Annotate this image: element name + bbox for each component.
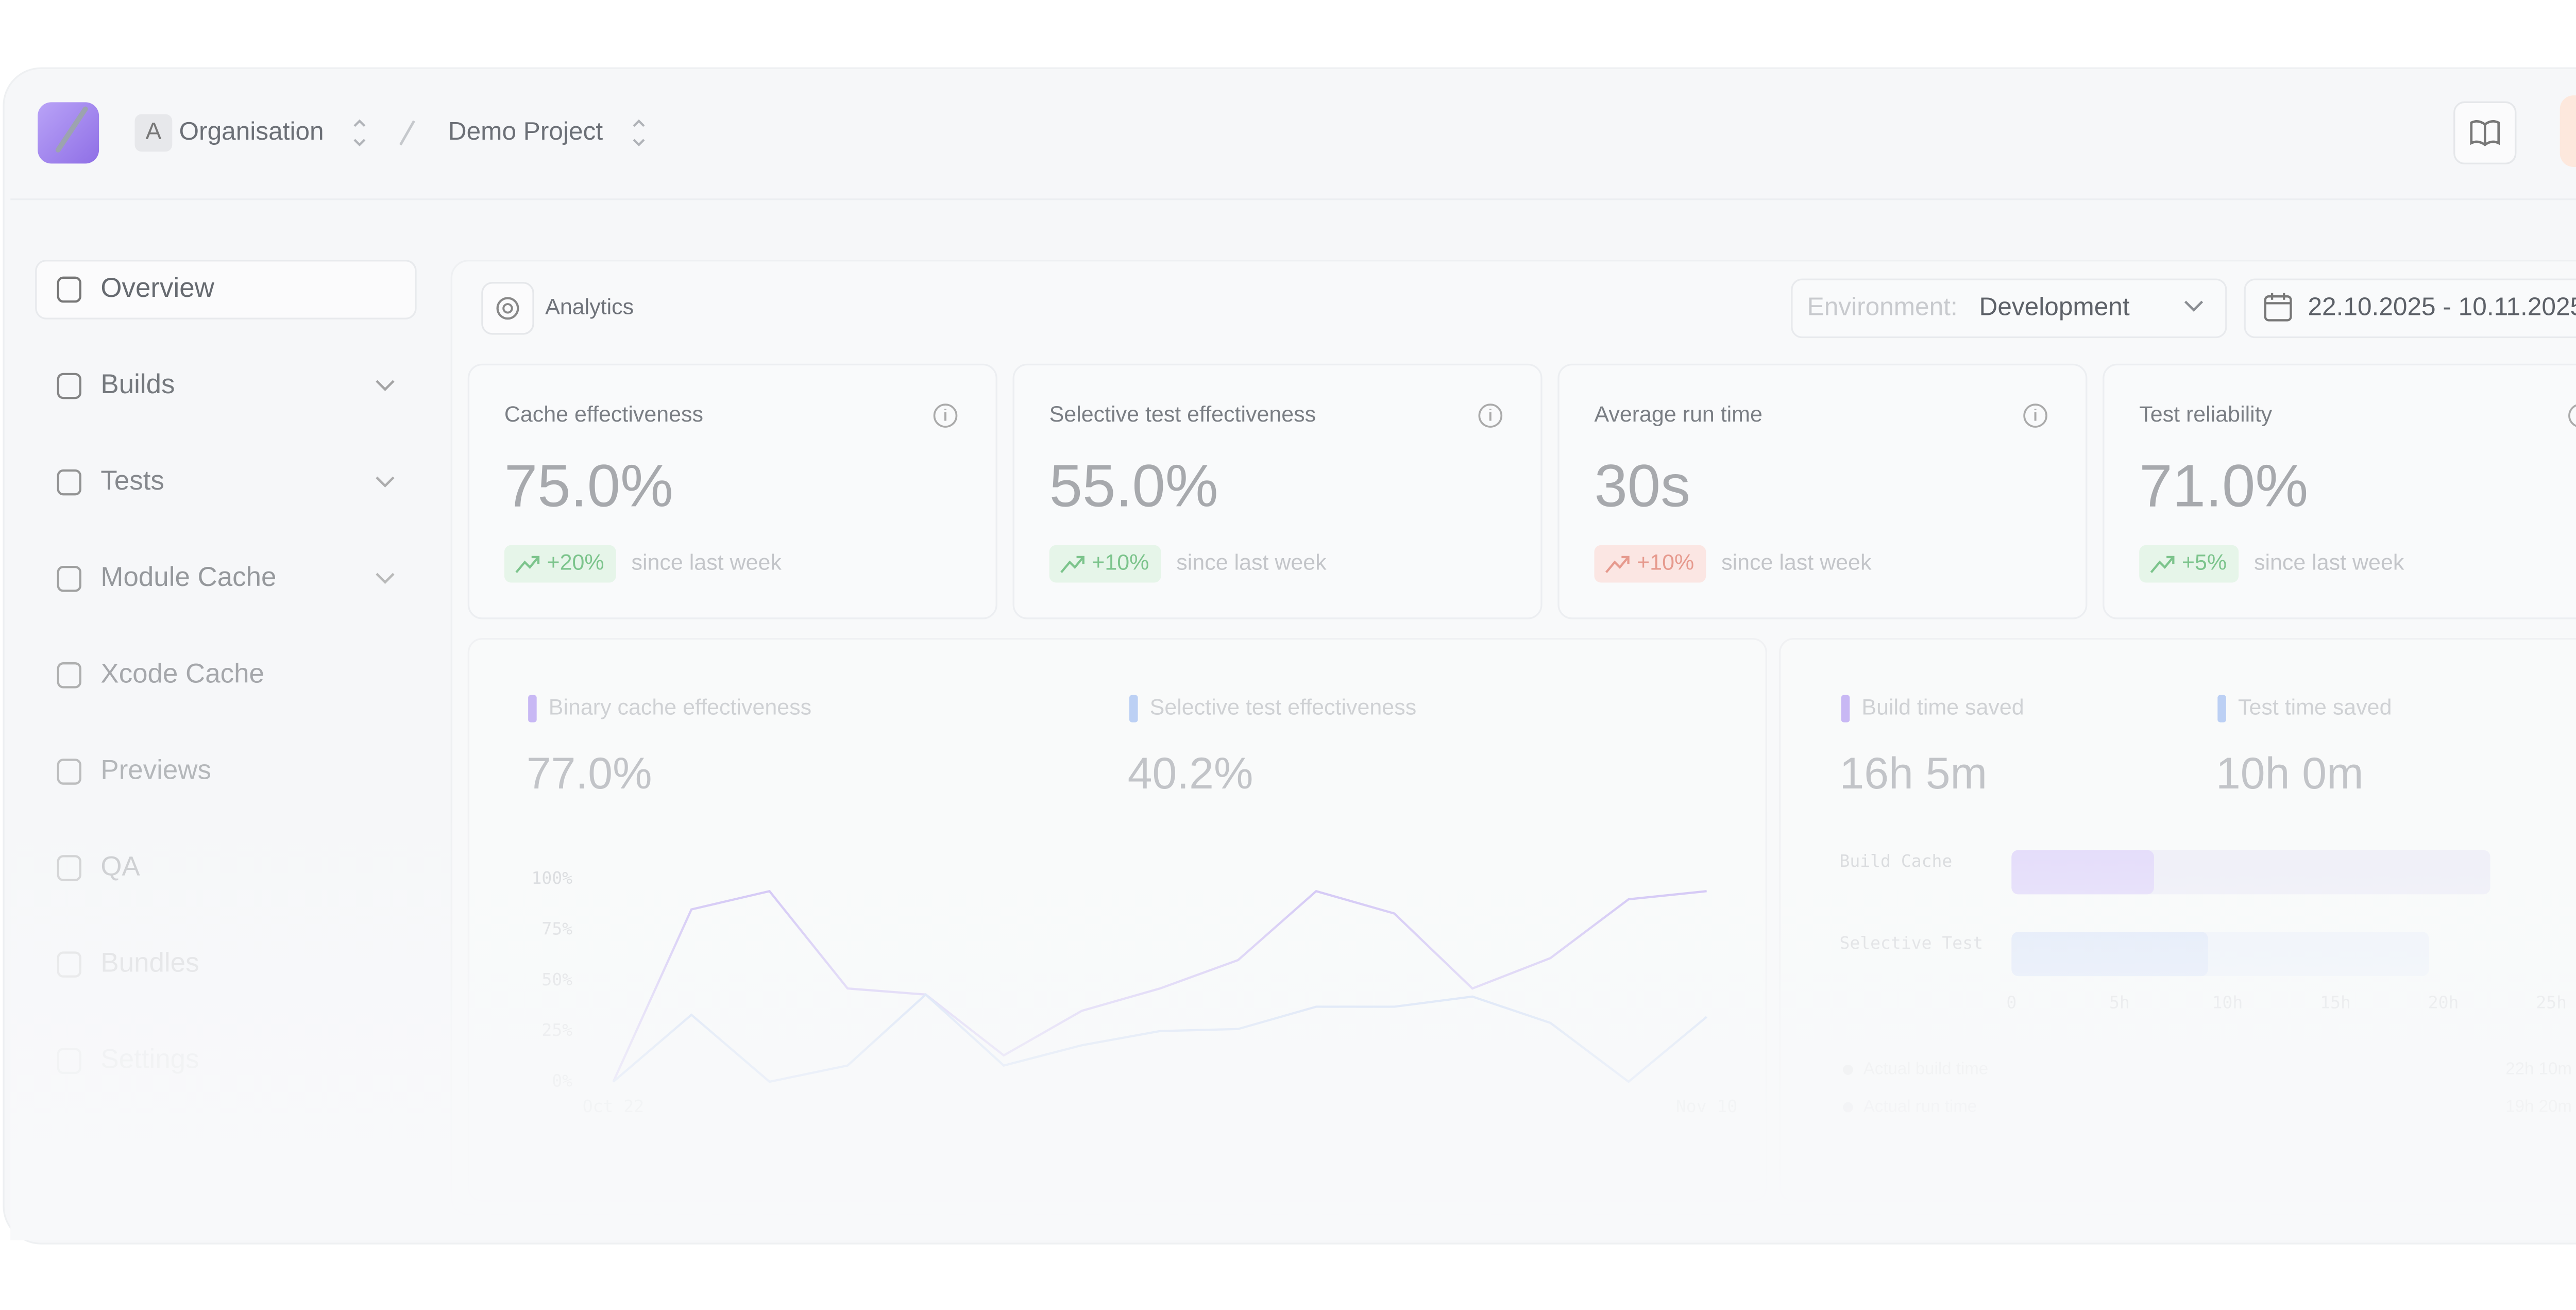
- sidebar-item[interactable]: Overview: [57, 273, 215, 303]
- avatar[interactable]: [2560, 95, 2576, 167]
- legend-label: Selective test effectiveness: [1150, 695, 1417, 719]
- date-picker[interactable]: [2244, 278, 2576, 339]
- metric-title: Average run time: [1594, 402, 1762, 427]
- breadcrumb-slash: [399, 120, 415, 146]
- change-period: since last week: [631, 550, 782, 575]
- info-icon[interactable]: [2023, 404, 2047, 428]
- metric-value: 75.0%: [504, 452, 673, 519]
- metric-title: Selective test effectiveness: [1049, 402, 1316, 427]
- page-title: Analytics: [545, 295, 634, 320]
- metric-value: 71.0%: [2139, 452, 2308, 519]
- change-badge: [2139, 545, 2239, 583]
- org-name[interactable]: Organisation: [179, 116, 324, 145]
- sidebar-label: Xcode Cache: [100, 658, 264, 688]
- sidebar-item[interactable]: Module Cache: [57, 562, 395, 592]
- sidebar-icon: [57, 565, 81, 592]
- analytics-glyph: [496, 297, 519, 320]
- info-icon[interactable]: [933, 404, 958, 428]
- metric-title: Cache effectiveness: [504, 402, 703, 427]
- project-name[interactable]: Demo Project: [448, 116, 603, 145]
- docs-icon: [2470, 120, 2500, 146]
- change-period: since last week: [1721, 550, 1872, 575]
- sidebar-item[interactable]: Previews: [57, 754, 211, 785]
- metric-value: 30s: [1594, 452, 1690, 519]
- sidebar-icon: [57, 759, 81, 785]
- metric-value: 55.0%: [1049, 452, 1218, 519]
- legend-swatch: [2217, 695, 2226, 723]
- sidebar-icon: [57, 373, 81, 399]
- analytics-glyph-inner: [502, 303, 513, 314]
- sidebar-item[interactable]: Builds: [57, 369, 395, 399]
- legend-swatch: [1129, 695, 1138, 723]
- trend-arrow: [515, 556, 540, 574]
- org-badge: [134, 114, 173, 152]
- trend-arrow: [2150, 556, 2175, 574]
- legend-label: Binary cache effectiveness: [549, 695, 811, 719]
- org-initial: A: [145, 117, 161, 144]
- legend-value: 10h 0m: [2216, 749, 2364, 798]
- metric-title: Test reliability: [2139, 402, 2272, 427]
- sidebar-label: Overview: [100, 273, 214, 303]
- sidebar-item[interactable]: Tests: [57, 465, 395, 496]
- sidebar-chevron: [376, 573, 395, 584]
- legend-swatch: [1841, 695, 1850, 723]
- org-switcher[interactable]: [353, 119, 366, 147]
- legend-value: 40.2%: [1128, 749, 1253, 798]
- legend-value: 77.0%: [527, 749, 652, 798]
- sidebar-item[interactable]: Xcode Cache: [57, 658, 264, 688]
- sidebar-chevron: [376, 380, 395, 391]
- change-badge: [1049, 545, 1161, 583]
- sidebar-icon: [57, 276, 81, 303]
- info-icon[interactable]: [1478, 404, 1503, 428]
- analytics-icon: [481, 282, 534, 335]
- environment-label: Environment:: [1807, 292, 1958, 321]
- sidebar-label: Previews: [100, 754, 211, 785]
- legend-value: 16h 5m: [1839, 749, 1987, 798]
- fade-overlay: [10, 800, 2576, 1240]
- trend-arrow: [1605, 556, 1630, 574]
- change-period: since last week: [1176, 550, 1327, 575]
- sidebar-label: Module Cache: [100, 562, 276, 592]
- sidebar-icon: [57, 662, 81, 688]
- logo-mark: [55, 106, 88, 153]
- info-icon[interactable]: [2568, 404, 2576, 427]
- sidebar-label: Builds: [100, 369, 175, 399]
- project-switcher[interactable]: [633, 119, 645, 147]
- legend-swatch: [528, 695, 537, 723]
- environment-chevron: [2184, 300, 2204, 312]
- sidebar-label: Tests: [100, 465, 164, 496]
- change-value: +10%: [1637, 550, 1694, 575]
- metric-cards: Cache effectiveness 75.0% +20% since last w…: [467, 363, 2576, 619]
- change-value: +20%: [547, 550, 604, 575]
- sidebar-chevron: [376, 476, 395, 488]
- change-value: +10%: [1092, 550, 1149, 575]
- trend-arrow: [1060, 556, 1084, 574]
- change-value: +5%: [2182, 550, 2227, 575]
- calendar-icon-detail: [2265, 293, 2291, 305]
- environment-select[interactable]: [1791, 278, 2227, 339]
- sidebar-active: [35, 260, 417, 320]
- change-badge: [504, 545, 616, 583]
- environment-value: Development: [1979, 292, 2130, 321]
- change-period: since last week: [2254, 550, 2404, 575]
- sidebar-icon: [57, 469, 81, 496]
- change-badge: [1594, 545, 1706, 583]
- calendar-icon: [2264, 295, 2292, 322]
- legend-label: Test time saved: [2238, 695, 2392, 719]
- legend-label: Build time saved: [1861, 695, 2024, 719]
- date-range: 22.10.2025 - 10.11.2025: [2308, 292, 2576, 321]
